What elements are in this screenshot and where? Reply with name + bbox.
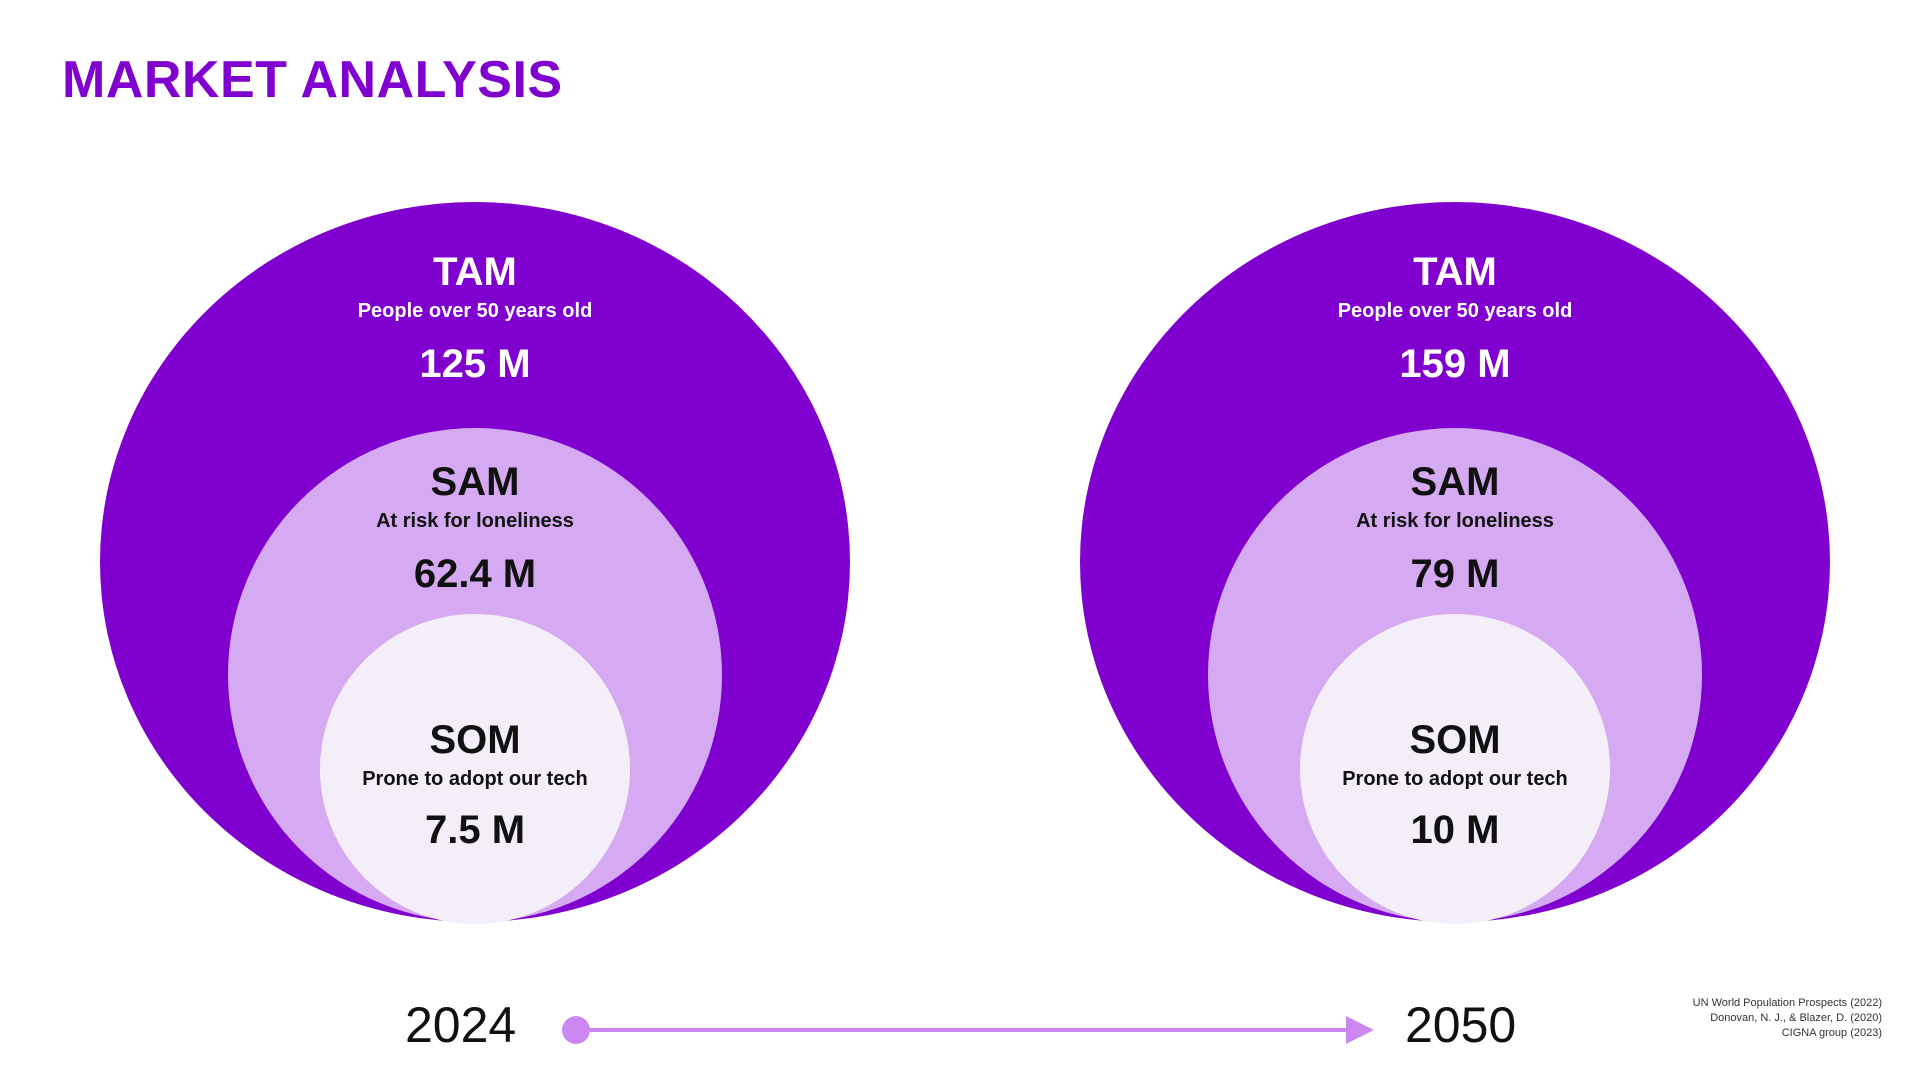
som-description: Prone to adopt our tech: [1342, 768, 1568, 790]
market-diagram-2050: TAM People over 50 years old 159 M SAM A…: [1080, 0, 1840, 1080]
sam-description: At risk for loneliness: [1356, 510, 1554, 532]
timeline-arrow: [560, 1010, 1380, 1050]
som-heading: SOM: [429, 718, 521, 762]
timeline-start-year: 2024: [405, 997, 517, 1053]
tam-description: People over 50 years old: [357, 300, 593, 322]
sam-heading: SAM: [430, 460, 520, 504]
sam-value: 62.4 M: [413, 552, 537, 596]
market-diagram-2024: TAM People over 50 years old 125 M SAM A…: [100, 0, 860, 1080]
tam-heading: TAM: [1413, 250, 1497, 294]
som-circle: [1300, 614, 1610, 924]
som-circle: [320, 614, 630, 924]
sam-value: 79 M: [1410, 552, 1500, 596]
som-value: 10 M: [1410, 808, 1500, 852]
timeline-line: [576, 1028, 1346, 1032]
som-heading: SOM: [1409, 718, 1501, 762]
som-value: 7.5 M: [424, 808, 526, 852]
source-item: CIGNA group (2023): [1781, 1027, 1882, 1039]
sam-description: At risk for loneliness: [376, 510, 574, 532]
tam-value: 159 M: [1399, 342, 1511, 386]
tam-description: People over 50 years old: [1337, 300, 1573, 322]
tam-value: 125 M: [419, 342, 531, 386]
som-description: Prone to adopt our tech: [362, 768, 588, 790]
sam-heading: SAM: [1410, 460, 1500, 504]
sources-list: UN World Population Prospects (2022) Don…: [1693, 996, 1882, 1041]
tam-heading: TAM: [433, 250, 517, 294]
arrow-right-icon: [1346, 1016, 1374, 1044]
timeline-end-year: 2050: [1405, 997, 1517, 1053]
source-item: UN World Population Prospects (2022): [1692, 997, 1882, 1009]
page-title: MARKET ANALYSIS: [62, 51, 563, 109]
source-item: Donovan, N. J., & Blazer, D. (2020): [1710, 1012, 1882, 1024]
